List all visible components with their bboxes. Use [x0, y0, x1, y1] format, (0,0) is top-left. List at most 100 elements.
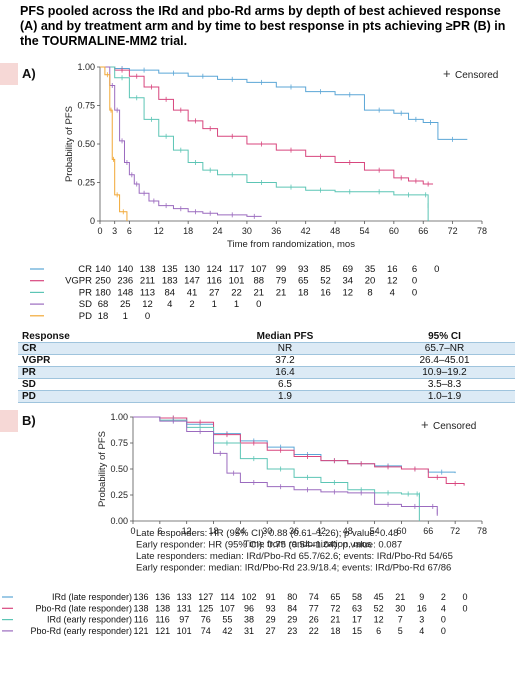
- at-risk-count: 1: [212, 299, 217, 310]
- at-risk-count: 74: [201, 626, 211, 636]
- cell-median: 1.9: [196, 390, 374, 403]
- table-row: VGPR 37.2 26.4–45.01: [18, 354, 515, 367]
- at-risk-count: 113: [140, 287, 155, 298]
- y-tick-label: 0.25: [77, 178, 95, 188]
- at-risk-count: 12: [342, 287, 353, 298]
- cell-ci: 26.4–45.01: [374, 354, 515, 367]
- at-risk-count: 22: [309, 626, 319, 636]
- censored-legend-label: Censored: [455, 70, 498, 81]
- x-tick-label: 0: [130, 526, 135, 536]
- cell-response: PD: [18, 390, 196, 403]
- x-tick-label: 24: [235, 526, 245, 536]
- at-risk-count: 18: [298, 287, 309, 298]
- at-risk-count: 25: [120, 299, 131, 310]
- x-tick-label: 60: [389, 226, 399, 236]
- at-risk-count: 6: [412, 264, 417, 275]
- at-risk-count: 183: [162, 276, 178, 287]
- at-risk-count: 69: [342, 264, 353, 275]
- at-risk-count: 147: [184, 276, 200, 287]
- annotation-line: Late responders: HR (95% CI): 0.88 (0.61…: [136, 528, 398, 539]
- panel-a-marker: [0, 63, 18, 85]
- x-tick-label: 18: [209, 526, 219, 536]
- at-risk-count: 65: [330, 592, 340, 602]
- at-risk-count: 8: [367, 287, 372, 298]
- table-row: PD 1.9 1.0–1.9: [18, 390, 515, 403]
- cell-median: NR: [196, 342, 374, 355]
- x-tick-label: 36: [271, 226, 281, 236]
- at-risk-count: 101: [177, 626, 192, 636]
- risk-row-label: PR: [79, 287, 92, 298]
- panel-b-marker: [0, 410, 18, 432]
- header-95ci: 95% CI: [428, 330, 461, 342]
- at-risk-count: 0: [441, 626, 446, 636]
- at-risk-count: 55: [222, 615, 232, 625]
- km-curve-1: [133, 416, 465, 486]
- x-tick-label: 60: [396, 526, 406, 536]
- cell-median: 16.4: [196, 366, 374, 379]
- at-risk-count: 121: [155, 626, 170, 636]
- at-risk-count: 127: [198, 592, 213, 602]
- y-tick-label: 0.75: [110, 438, 128, 448]
- at-risk-count: 41: [187, 287, 198, 298]
- cell-median: 37.2: [196, 354, 374, 367]
- at-risk-count: 4: [441, 603, 446, 613]
- x-tick-label: 42: [316, 526, 326, 536]
- cell-ci: 1.0–1.9: [374, 390, 515, 403]
- at-risk-count: 1: [123, 311, 128, 322]
- table-header-row: Response Median PFS 95% CI: [18, 330, 515, 343]
- at-risk-count: 0: [145, 311, 150, 322]
- at-risk-count: 34: [342, 276, 353, 287]
- figure-title: PFS pooled across the IRd and pbo-Rd arm…: [20, 4, 506, 48]
- panel-a-label: A): [22, 66, 36, 81]
- x-tick-label: 78: [477, 226, 487, 236]
- at-risk-count: 5: [398, 626, 403, 636]
- at-risk-count: 131: [177, 603, 192, 613]
- header-response: Response: [22, 330, 70, 342]
- risk-row-label: PD: [79, 311, 92, 322]
- at-risk-count: 101: [229, 276, 245, 287]
- at-risk-count: 107: [220, 603, 235, 613]
- at-risk-count: 93: [266, 603, 276, 613]
- x-axis-label: Time from randomization, mos: [227, 239, 355, 250]
- at-risk-count: 15: [352, 626, 362, 636]
- x-tick-label: 72: [450, 526, 460, 536]
- cell-response: VGPR: [18, 354, 196, 367]
- at-risk-count: 4: [390, 287, 395, 298]
- at-risk-count: 20: [365, 276, 376, 287]
- at-risk-count: 65: [298, 276, 309, 287]
- x-tick-label: 54: [359, 226, 369, 236]
- at-risk-count: 30: [395, 603, 405, 613]
- at-risk-count: 29: [266, 615, 276, 625]
- risk-row-label: VGPR: [65, 276, 92, 287]
- at-risk-count: 12: [387, 276, 398, 287]
- at-risk-count: 121: [133, 626, 148, 636]
- y-tick-label: 0.50: [110, 464, 128, 474]
- km-curve-2: [133, 416, 420, 521]
- at-risk-count: 68: [98, 299, 109, 310]
- table-row: PR 16.4 10.9–19.2: [18, 366, 515, 379]
- at-risk-count: 1: [234, 299, 239, 310]
- at-risk-count: 84: [287, 603, 297, 613]
- at-risk-count: 45: [374, 592, 384, 602]
- x-tick-label: 12: [154, 226, 164, 236]
- at-risk-count: 135: [162, 264, 178, 275]
- at-risk-count: 2: [189, 299, 194, 310]
- at-risk-count: 29: [287, 615, 297, 625]
- at-risk-count: 88: [253, 276, 264, 287]
- km-curve-0: [133, 416, 456, 474]
- km-curve-3: [133, 416, 438, 516]
- at-risk-count: 16: [387, 264, 398, 275]
- censored-legend-label: Censored: [433, 421, 476, 432]
- annotation-line: Early responder: HR (95% CI): 0.75 (0.54…: [136, 540, 402, 551]
- risk-row-label: SD: [79, 299, 92, 310]
- cell-response: CR: [18, 342, 196, 355]
- at-risk-count: 236: [117, 276, 133, 287]
- at-risk-count: 138: [140, 264, 156, 275]
- at-risk-count: 31: [244, 626, 254, 636]
- x-axis-label: Time from randomization, mos: [244, 539, 372, 550]
- km-curve-4: [100, 66, 128, 221]
- at-risk-count: 58: [352, 592, 362, 602]
- at-risk-count: 140: [95, 264, 111, 275]
- at-risk-count: 21: [330, 615, 340, 625]
- cell-response: PR: [18, 366, 196, 379]
